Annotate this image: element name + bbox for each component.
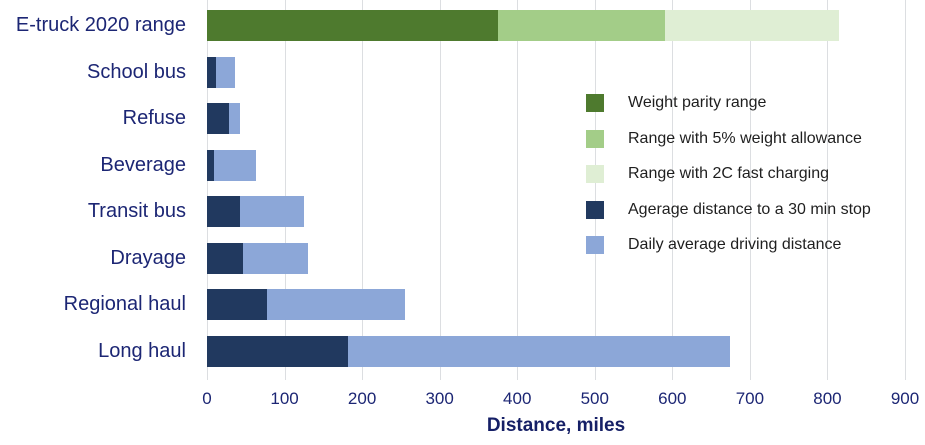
x-tick-label-0: 0 [202,389,212,408]
category-label: Drayage [110,246,186,269]
x-tick-label-300: 300 [425,389,454,408]
gridline-800 [827,0,829,380]
x-tick-label-200: 200 [347,389,377,408]
bar-segment [497,10,665,41]
category-label: Transit bus [87,200,186,222]
bar-segment [207,56,216,88]
gridline-700 [749,0,751,380]
x-tick-label-500: 500 [580,389,609,408]
bar-segment [207,10,498,41]
bar-segment [240,196,304,227]
legend-item: Daily average driving distance [586,236,871,254]
legend-swatch [586,200,604,219]
legend-label: Range with 5% weight allowance [628,129,862,147]
legend-item: Agerage distance to a 30 min stop [586,200,871,219]
legend-item: Range with 2C fast charging [586,165,871,183]
category-label: School bus [87,60,186,83]
x-tick-label-800: 800 [813,389,842,408]
plot-area [207,0,925,380]
bar-segment [207,103,230,134]
gridline-100 [284,0,286,380]
category-label: Beverage [100,153,186,176]
bar-segment [207,149,214,181]
x-tick-label-400: 400 [503,389,532,408]
bar-segment [207,196,241,227]
legend-label: Agerage distance to a 30 min stop [628,200,871,218]
gridline-900 [905,0,906,380]
legend-item: Range with 5% weight allowance [586,129,871,148]
bar-segment [229,103,240,134]
legend-item: Weight parity range [586,94,871,112]
x-tick-label-600: 600 [658,389,687,408]
x-axis-title: Distance, miles [486,415,626,436]
bar-segment [207,242,244,274]
gridline-400 [517,0,519,380]
bar-segment [348,335,731,367]
gridline-600 [672,0,674,380]
x-tick-label-700: 700 [735,389,765,408]
x-tick-label-900: 900 [890,389,920,408]
bar-segment [215,56,235,88]
gridline-500 [594,0,596,380]
bar-segment [207,335,349,367]
category-label: E-truck 2020 range [15,14,186,36]
bar-segment [243,242,308,274]
legend-label: Daily average driving distance [628,236,842,253]
legend-swatch [586,129,604,148]
legend-swatch [586,94,604,112]
bar-segment [266,289,405,320]
category-label: Regional haul [63,293,186,315]
legend-swatch [586,165,604,183]
x-tick-label-100: 100 [270,389,299,408]
bar-segment [207,289,267,320]
category-label: Long haul [98,339,186,362]
bar-segment [664,10,840,41]
gridline-300 [439,0,441,380]
gridline-200 [362,0,364,380]
bar-segment [213,149,256,181]
legend-label: Weight parity range [628,94,767,111]
legend: Weight parity range Range with 5% weight … [586,94,871,272]
legend-swatch [586,236,604,254]
category-label: Refuse [122,107,186,129]
legend-label: Range with 2C fast charging [628,165,829,182]
gridline-0 [207,0,208,380]
